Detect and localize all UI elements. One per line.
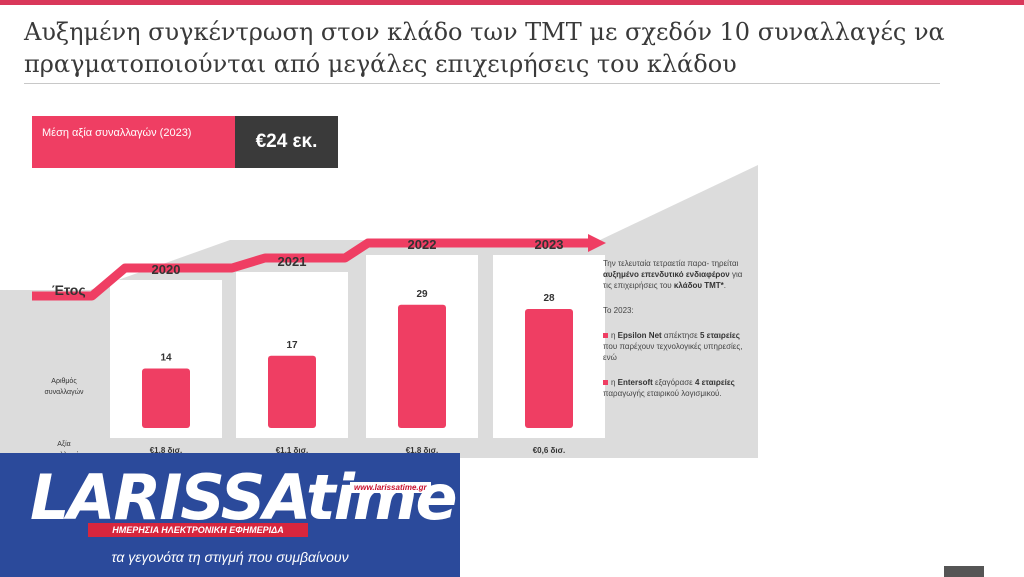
logo-tagline: τα γεγονότα τη στιγμή που συμβαίνουν bbox=[111, 549, 349, 565]
bar-value-label: 28 bbox=[543, 293, 555, 304]
bullet-text: η bbox=[611, 331, 618, 340]
value-row-label: Αξία bbox=[57, 440, 70, 448]
commentary-highlight: αυξημένο επενδυτικό ενδιαφέρον bbox=[603, 270, 730, 279]
bar-value-label: 14 bbox=[160, 353, 172, 364]
title-divider bbox=[24, 83, 940, 84]
commentary-bullet: η Epsilon Net απέκτησε 5 εταιρείες που π… bbox=[603, 330, 751, 363]
bar-value-label: 29 bbox=[416, 289, 428, 300]
commentary-text: για τις επιχειρήσεις του bbox=[603, 270, 743, 290]
deal-value-label: €1,1 δισ. bbox=[276, 446, 309, 455]
bullet-highlight: 5 εταιρείες bbox=[699, 331, 740, 340]
bar bbox=[268, 355, 316, 428]
year-axis-label: Έτος bbox=[52, 282, 86, 298]
corner-control[interactable] bbox=[944, 566, 984, 577]
bullet-highlight: 4 εταιρείες bbox=[694, 378, 735, 387]
average-value-box: Μέση αξία συναλλαγών (2023) €24 εκ. bbox=[32, 116, 338, 168]
year-label: 2020 bbox=[152, 262, 181, 277]
commentary-highlight: κλάδου TMT* bbox=[673, 281, 724, 290]
bar bbox=[142, 368, 190, 428]
bar-row-label: συναλλαγών bbox=[44, 388, 84, 396]
deal-value-label: €1,8 δισ. bbox=[406, 446, 439, 455]
company-name: Epsilon Net bbox=[617, 331, 662, 340]
bullet-text: παραγωγής εταιρικού λογισμικού. bbox=[603, 389, 722, 398]
page-title: Αυξημένη συγκέντρωση στον κλάδο των TMT … bbox=[24, 18, 945, 78]
bar bbox=[398, 304, 446, 428]
year-label: 2023 bbox=[535, 237, 564, 252]
commentary-panel: Την τελευταία τετραετία παρα- τηρείται α… bbox=[603, 258, 751, 413]
commentary-bullet: η Entersoft εξαγόρασε 4 εταιρείες παραγω… bbox=[603, 377, 751, 399]
bar-value-label: 17 bbox=[286, 340, 298, 351]
deal-value-label: €0,6 δισ. bbox=[533, 446, 566, 455]
average-value-label: Μέση αξία συναλλαγών (2023) bbox=[32, 116, 242, 168]
deal-value-label: €1,8 δισ. bbox=[150, 446, 183, 455]
timeline-arrow bbox=[32, 238, 592, 301]
company-name: Entersoft bbox=[617, 378, 653, 387]
larissatime-logo[interactable]: LARISSAtime www.larissatime.gr ΗΜΕΡΗΣΙΑ … bbox=[0, 453, 460, 577]
bullet-square-icon bbox=[603, 380, 608, 386]
bullet-text: απέκτησε bbox=[661, 331, 700, 340]
logo-url[interactable]: www.larissatime.gr bbox=[350, 482, 431, 493]
deals-chart: ΈτοςΑριθμόςσυναλλαγώνΑξίασυναλλαγών20201… bbox=[0, 165, 758, 459]
logo-wordmark: LARISSAtime bbox=[30, 461, 458, 534]
commentary-text: . bbox=[723, 281, 727, 290]
bar-row-label: Αριθμός bbox=[51, 377, 77, 385]
logo-ribbon: ΗΜΕΡΗΣΙΑ ΗΛΕΚΤΡΟΝΙΚΗ ΕΦΗΜΕΡΙΔΑ bbox=[88, 523, 308, 537]
top-accent-line bbox=[0, 0, 1024, 5]
bullet-text: εξαγόρασε bbox=[652, 378, 695, 387]
bullet-square-icon bbox=[603, 333, 608, 339]
bar bbox=[525, 309, 573, 428]
commentary-year-heading: Το 2023: bbox=[603, 306, 634, 315]
bullet-text: που παρέχουν τεχνολογικές υπηρεσίες, ενώ bbox=[603, 342, 743, 362]
bullet-text: η bbox=[611, 378, 618, 387]
commentary-text: Την τελευταία τετραετία παρα- τηρείται bbox=[603, 259, 739, 268]
commentary-paragraph: Την τελευταία τετραετία παρα- τηρείται α… bbox=[603, 258, 751, 291]
year-label: 2022 bbox=[408, 237, 437, 252]
timeline-arrowhead bbox=[588, 234, 606, 252]
year-label: 2021 bbox=[278, 254, 307, 269]
average-value: €24 εκ. bbox=[235, 116, 338, 168]
